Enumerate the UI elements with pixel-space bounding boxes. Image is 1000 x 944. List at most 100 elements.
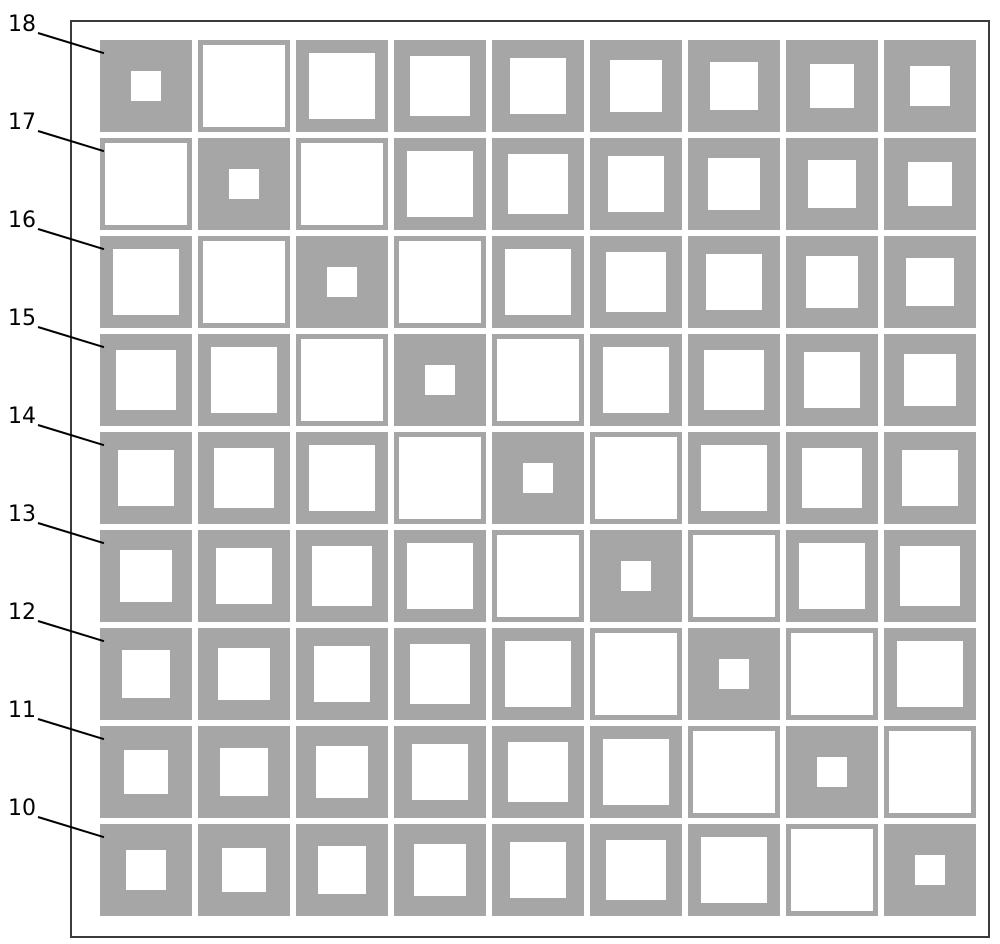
grid-cell-inner <box>906 258 954 306</box>
grid-cell-inner <box>407 151 473 217</box>
grid-cell-inner <box>908 162 952 206</box>
grid-cell-inner <box>497 535 580 618</box>
grid-cell <box>394 530 486 622</box>
grid-cell <box>198 726 290 818</box>
row-label: 10 <box>8 796 36 821</box>
grid-cell-inner <box>505 249 571 315</box>
grid-cell-inner <box>497 339 580 422</box>
grid-cell <box>590 334 682 426</box>
grid-cell <box>296 334 388 426</box>
grid-cell <box>492 138 584 230</box>
grid-cell <box>884 432 976 524</box>
grid-cell-inner <box>399 241 482 324</box>
grid-cell-inner <box>693 535 776 618</box>
grid-cell-inner <box>693 731 776 814</box>
grid-cell-inner <box>214 448 274 508</box>
grid-cell-inner <box>131 71 160 100</box>
grid-cell <box>786 334 878 426</box>
grid-cell <box>590 824 682 916</box>
grid-cell <box>884 530 976 622</box>
grid-cell-inner <box>327 267 356 296</box>
grid-cell <box>394 334 486 426</box>
grid-cell-inner <box>704 350 764 410</box>
grid-cell-inner <box>312 546 372 606</box>
grid-cell-inner <box>791 829 874 912</box>
grid-cell <box>198 40 290 132</box>
grid-cell <box>492 40 584 132</box>
grid-cell-inner <box>610 60 662 112</box>
grid-cell <box>100 40 192 132</box>
grid-cell <box>688 824 780 916</box>
grid-cell-inner <box>706 254 761 309</box>
grid-cell <box>884 726 976 818</box>
grid-cell <box>590 236 682 328</box>
grid-cell-inner <box>425 365 454 394</box>
grid-cell <box>100 628 192 720</box>
grid-cell <box>688 334 780 426</box>
grid-cell <box>296 138 388 230</box>
grid-cell-inner <box>804 352 859 407</box>
grid-cell-inner <box>900 546 960 606</box>
grid-cell <box>198 236 290 328</box>
grid-cell <box>688 530 780 622</box>
grid-cell <box>100 334 192 426</box>
grid-cell-inner <box>915 855 944 884</box>
grid-cell-inner <box>216 548 271 603</box>
row-label: 15 <box>8 306 36 331</box>
row-label: 13 <box>8 502 36 527</box>
grid-cell-inner <box>799 543 865 609</box>
pattern-grid <box>100 40 976 916</box>
grid-cell <box>296 824 388 916</box>
grid-cell-inner <box>116 350 176 410</box>
grid-cell <box>492 236 584 328</box>
grid-cell <box>394 40 486 132</box>
grid-cell-inner <box>710 62 758 110</box>
grid-cell-inner <box>118 450 173 505</box>
row-label: 14 <box>8 404 36 429</box>
grid-cell <box>394 432 486 524</box>
grid-cell-inner <box>122 650 170 698</box>
grid-cell-inner <box>719 659 748 688</box>
grid-cell-inner <box>316 746 368 798</box>
grid-cell-inner <box>791 633 874 716</box>
grid-cell-inner <box>301 339 384 422</box>
grid-cell <box>492 432 584 524</box>
grid-cell <box>590 726 682 818</box>
grid-cell-inner <box>410 644 470 704</box>
grid-cell <box>296 726 388 818</box>
grid-cell <box>688 138 780 230</box>
grid-cell-inner <box>802 448 862 508</box>
grid-cell <box>198 628 290 720</box>
grid-cell <box>100 824 192 916</box>
grid-cell-inner <box>817 757 846 786</box>
grid-cell-inner <box>203 45 286 128</box>
grid-cell <box>492 726 584 818</box>
grid-cell <box>786 432 878 524</box>
grid-cell <box>394 138 486 230</box>
grid-cell <box>590 530 682 622</box>
grid-cell <box>198 334 290 426</box>
grid-cell-inner <box>399 437 482 520</box>
grid-cell-inner <box>910 66 950 106</box>
grid-cell <box>100 432 192 524</box>
grid-cell-inner <box>621 561 650 590</box>
grid-cell <box>688 40 780 132</box>
grid-cell <box>296 40 388 132</box>
grid-cell-inner <box>314 646 369 701</box>
grid-cell <box>394 628 486 720</box>
grid-cell <box>590 432 682 524</box>
grid-cell <box>786 726 878 818</box>
grid-cell-inner <box>510 58 565 113</box>
grid-cell-inner <box>211 347 277 413</box>
grid-cell <box>590 40 682 132</box>
row-label: 11 <box>8 698 36 723</box>
grid-cell-inner <box>318 846 366 894</box>
grid-cell-inner <box>595 437 678 520</box>
grid-cell <box>198 432 290 524</box>
grid-cell-inner <box>412 744 467 799</box>
grid-cell <box>786 236 878 328</box>
grid-cell <box>492 334 584 426</box>
grid-cell-inner <box>889 731 972 814</box>
grid-cell <box>688 726 780 818</box>
grid-cell <box>884 334 976 426</box>
